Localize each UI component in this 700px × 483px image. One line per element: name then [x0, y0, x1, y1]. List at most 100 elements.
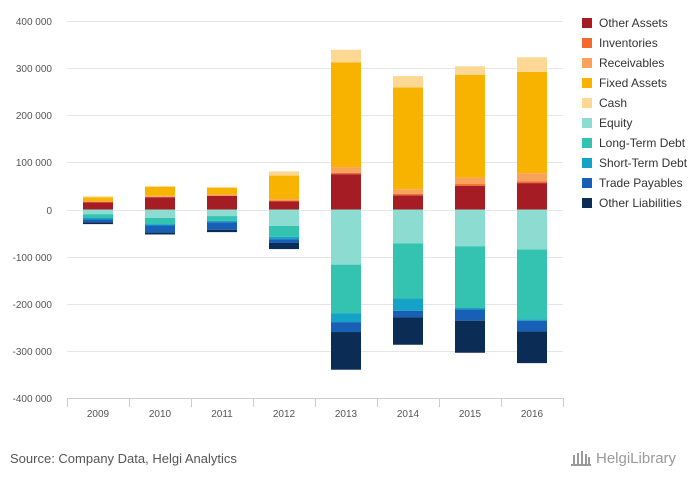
- legend-item[interactable]: Other Liabilities: [582, 193, 687, 213]
- bar-segment[interactable]: [393, 243, 423, 299]
- bar-segment[interactable]: [207, 186, 237, 188]
- bar-segment[interactable]: [207, 195, 237, 210]
- bar-segment[interactable]: [269, 200, 299, 202]
- bar-segment[interactable]: [83, 214, 113, 218]
- bar-segment[interactable]: [145, 217, 175, 225]
- bar-segment[interactable]: [455, 185, 485, 210]
- bar-segment[interactable]: [455, 309, 485, 321]
- bar-segment[interactable]: [517, 320, 547, 332]
- bar-segment[interactable]: [517, 209, 547, 250]
- bar-segment[interactable]: [269, 209, 299, 226]
- legend-item[interactable]: Long-Term Debt: [582, 133, 687, 153]
- bar-segment[interactable]: [269, 199, 299, 201]
- bar-segment[interactable]: [145, 185, 175, 187]
- bar-segment[interactable]: [393, 195, 423, 210]
- bar-segment[interactable]: [517, 331, 547, 364]
- bar-segment[interactable]: [207, 209, 237, 217]
- legend-item[interactable]: Equity: [582, 113, 687, 133]
- bar-segment[interactable]: [331, 209, 361, 265]
- bar-segment[interactable]: [207, 216, 237, 221]
- legend-label: Trade Payables: [599, 176, 683, 190]
- bar-segment[interactable]: [145, 232, 175, 235]
- bar-segment[interactable]: [517, 319, 547, 321]
- bar-segment[interactable]: [83, 196, 113, 198]
- bar-segment[interactable]: [393, 189, 423, 194]
- bar-segment[interactable]: [83, 202, 113, 210]
- bar-segment[interactable]: [517, 183, 547, 210]
- bar-segment[interactable]: [207, 229, 237, 233]
- bar-segment[interactable]: [83, 222, 113, 225]
- bar-segment[interactable]: [331, 172, 361, 175]
- bar-segment[interactable]: [455, 177, 485, 185]
- bar-segment[interactable]: [207, 194, 237, 196]
- bar-segment[interactable]: [145, 209, 175, 218]
- bar-segment[interactable]: [331, 174, 361, 210]
- legend-swatch: [582, 158, 592, 168]
- legend-swatch: [582, 138, 592, 148]
- bar-segment[interactable]: [207, 222, 237, 230]
- bar-segment[interactable]: [269, 242, 299, 250]
- bar-segment[interactable]: [269, 171, 299, 176]
- y-tick-label: 0: [46, 206, 52, 217]
- bar-segment[interactable]: [331, 332, 361, 370]
- bar-segment[interactable]: [269, 239, 299, 243]
- bar-segment[interactable]: [455, 66, 485, 75]
- legend-item[interactable]: Fixed Assets: [582, 73, 687, 93]
- bar-segment[interactable]: [393, 193, 423, 196]
- bar-segment[interactable]: [207, 220, 237, 223]
- legend-swatch: [582, 58, 592, 68]
- bar-segment[interactable]: [145, 195, 175, 197]
- bar-segment[interactable]: [269, 225, 299, 237]
- legend-label: Other Assets: [599, 16, 668, 30]
- bar-segment[interactable]: [393, 209, 423, 244]
- bar-segment[interactable]: [455, 320, 485, 353]
- legend-item[interactable]: Inventories: [582, 33, 687, 53]
- bar-segment[interactable]: [455, 209, 485, 247]
- bar-segment[interactable]: [83, 197, 113, 202]
- bar-segment[interactable]: [145, 197, 175, 210]
- bar-segment[interactable]: [393, 76, 423, 88]
- bar-segment[interactable]: [207, 187, 237, 195]
- bar-segment[interactable]: [331, 313, 361, 323]
- bar-segment[interactable]: [517, 249, 547, 320]
- bar-segment[interactable]: [83, 219, 113, 223]
- legend-item[interactable]: Trade Payables: [582, 173, 687, 193]
- bar-segment[interactable]: [331, 167, 361, 173]
- bar-segment[interactable]: [455, 246, 485, 308]
- legend-item[interactable]: Short-Term Debt: [582, 153, 687, 173]
- bar-segment[interactable]: [269, 175, 299, 200]
- bar-segment[interactable]: [83, 217, 113, 220]
- legend-item[interactable]: Other Assets: [582, 13, 687, 33]
- bar-segment[interactable]: [331, 49, 361, 63]
- bar-segment[interactable]: [331, 264, 361, 314]
- bar-segment[interactable]: [331, 322, 361, 333]
- bar-segment[interactable]: [517, 173, 547, 182]
- bar-segment[interactable]: [517, 71, 547, 174]
- legend-label: Receivables: [599, 56, 665, 70]
- legend-swatch: [582, 118, 592, 128]
- legend-item[interactable]: Receivables: [582, 53, 687, 73]
- bar-segment[interactable]: [455, 74, 485, 178]
- bar-segment[interactable]: [83, 209, 113, 215]
- bars: [83, 49, 547, 370]
- bar-segment[interactable]: [455, 307, 485, 310]
- bar-segment[interactable]: [393, 310, 423, 318]
- bar-segment[interactable]: [83, 201, 113, 202]
- bar-segment[interactable]: [269, 236, 299, 240]
- bar-segment[interactable]: [393, 317, 423, 345]
- brand-logo[interactable]: HelgiLibrary: [570, 449, 676, 467]
- bar-segment[interactable]: [145, 186, 175, 196]
- bar-segment[interactable]: [393, 298, 423, 311]
- x-axis: 2009 2010 2011 2012 2013 2014 2015 2016: [67, 398, 564, 420]
- bar-segment[interactable]: [331, 62, 361, 168]
- x-tick-label: 2010: [149, 409, 172, 420]
- bar-segment[interactable]: [517, 57, 547, 72]
- bar-segment[interactable]: [393, 87, 423, 190]
- bar-segment[interactable]: [517, 181, 547, 184]
- bar-segment[interactable]: [269, 201, 299, 210]
- legend-swatch: [582, 78, 592, 88]
- bar-segment[interactable]: [145, 225, 175, 233]
- bar-segment[interactable]: [145, 224, 175, 226]
- bar-segment[interactable]: [455, 184, 485, 186]
- legend-item[interactable]: Cash: [582, 93, 687, 113]
